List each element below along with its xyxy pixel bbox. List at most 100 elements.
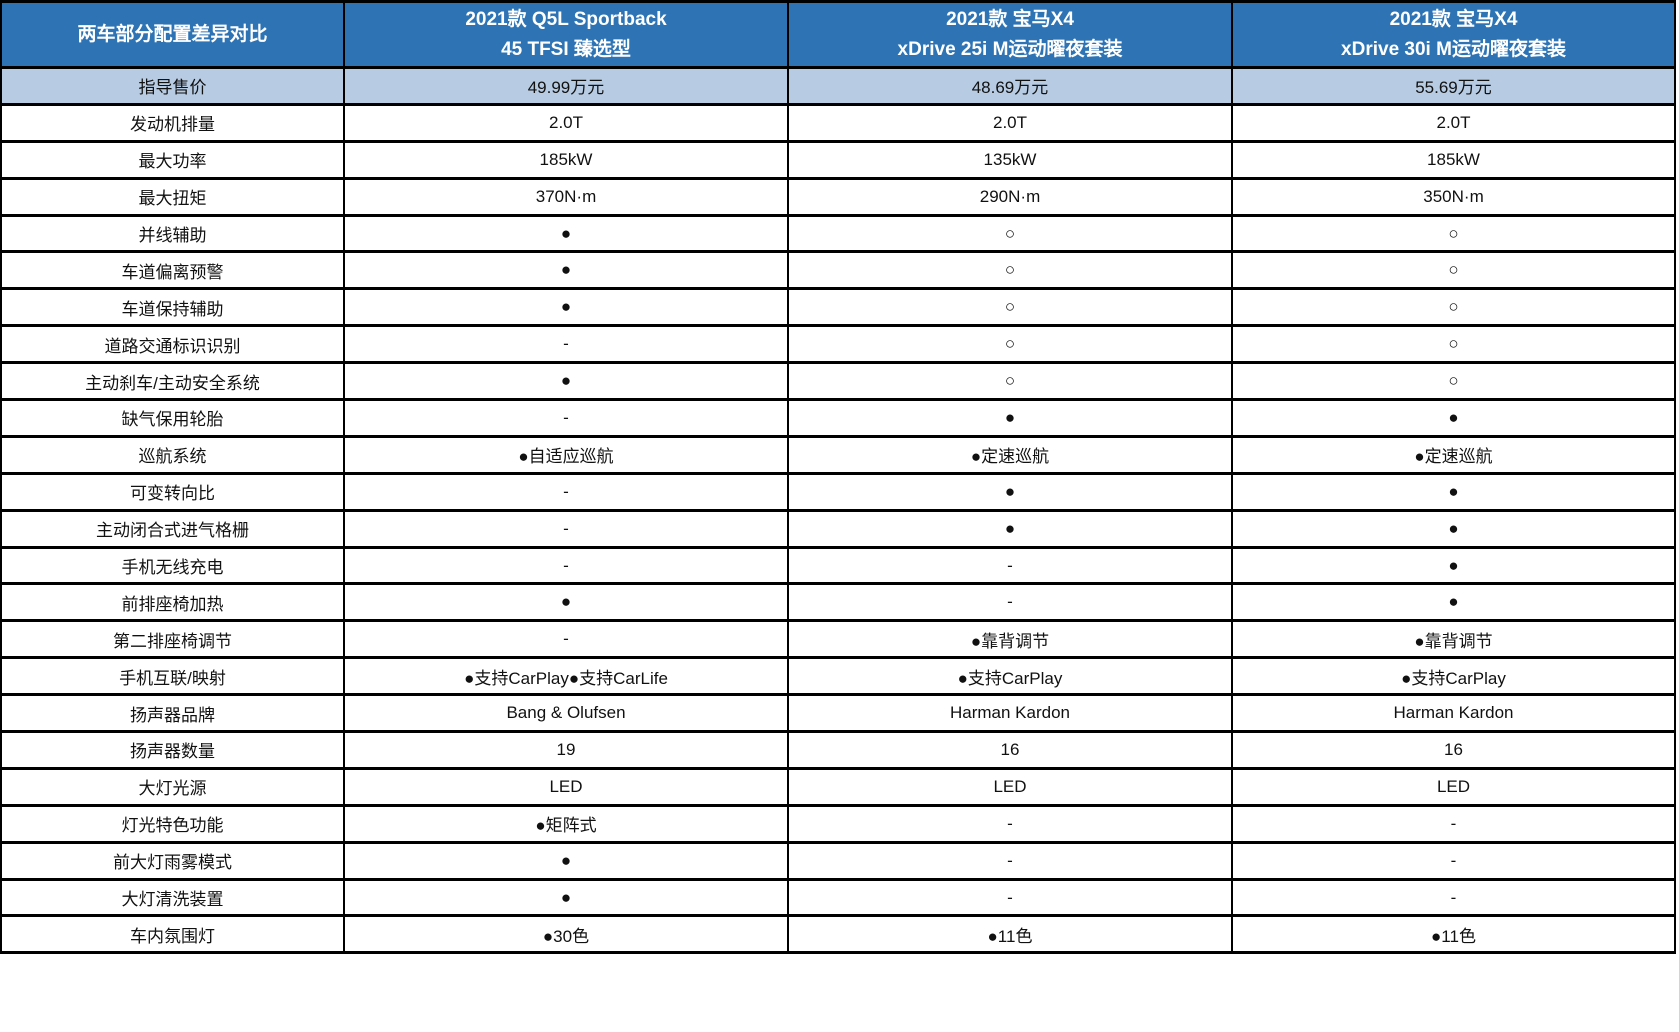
table-row: 手机无线充电 - - ● [0, 545, 1676, 586]
table-row: 大灯清洗装置 ● - - [0, 877, 1676, 918]
table-row: 巡航系统 ●自适应巡航 ●定速巡航 ●定速巡航 [0, 434, 1676, 475]
row-value: - [343, 398, 789, 438]
row-value: LED [343, 766, 789, 807]
row-value: 16 [1231, 730, 1676, 770]
row-value: LED [1231, 766, 1676, 807]
row-value: ●矩阵式 [343, 803, 789, 844]
row-label: 指导售价 [0, 66, 345, 106]
row-value: ● [1231, 508, 1676, 549]
row-value: ●30色 [343, 914, 789, 955]
row-value: 185kW [1231, 139, 1676, 180]
row-label: 最大扭矩 [0, 176, 345, 217]
row-value: ● [343, 361, 789, 402]
table-body: 指导售价 49.99万元 48.69万元 55.69万元 发动机排量 2.0T 2.0T 2.… [0, 66, 1676, 955]
car-trim-line2: xDrive 25i M运动曜夜套装 [897, 38, 1123, 60]
row-value: ○ [1231, 324, 1676, 365]
row-value: ● [1231, 582, 1676, 623]
row-label: 最大功率 [0, 139, 345, 180]
row-value: - [343, 471, 789, 512]
row-label: 扬声器品牌 [0, 693, 345, 734]
row-value: ○ [787, 324, 1233, 365]
row-label: 第二排座椅调节 [0, 619, 345, 660]
table-row: 大灯光源 LED LED LED [0, 766, 1676, 807]
row-value: LED [787, 766, 1233, 807]
table-row: 道路交通标识识别 - ○ ○ [0, 324, 1676, 365]
row-value: 370N·m [343, 176, 789, 217]
row-value: ●定速巡航 [1231, 434, 1676, 475]
row-value: - [787, 803, 1233, 844]
row-value: ○ [1231, 361, 1676, 402]
table-row: 最大扭矩 370N·m 290N·m 350N·m [0, 176, 1676, 217]
row-label: 手机无线充电 [0, 545, 345, 586]
car-trim-line2: 45 TFSI 臻选型 [501, 38, 631, 60]
row-label: 扬声器数量 [0, 730, 345, 770]
row-value: 185kW [343, 139, 789, 180]
row-label: 车道保持辅助 [0, 287, 345, 328]
row-value: ●支持CarPlay [787, 656, 1233, 697]
row-value: ○ [1231, 213, 1676, 254]
table-title: 两车部分配置差异对比 [77, 23, 268, 45]
table-row: 主动闭合式进气格栅 - ● ● [0, 508, 1676, 549]
row-value: ● [343, 250, 789, 291]
row-label: 道路交通标识识别 [0, 324, 345, 365]
row-value: 16 [787, 730, 1233, 770]
comparison-table: 两车部分配置差异对比 2021款 Q5L Sportback 45 TFSI 臻… [0, 0, 1676, 955]
row-value: - [343, 324, 789, 365]
row-label: 灯光特色功能 [0, 803, 345, 844]
table-row: 最大功率 185kW 135kW 185kW [0, 139, 1676, 180]
row-value: ●定速巡航 [787, 434, 1233, 475]
row-value: ●11色 [787, 914, 1233, 955]
row-value: ● [343, 213, 789, 254]
row-value: ○ [787, 287, 1233, 328]
row-label: 发动机排量 [0, 102, 345, 143]
row-label: 巡航系统 [0, 434, 345, 475]
table-row: 第二排座椅调节 - ●靠背调节 ●靠背调节 [0, 619, 1676, 660]
header-col-audi-q5l: 2021款 Q5L Sportback 45 TFSI 臻选型 [343, 0, 789, 69]
row-value: - [343, 545, 789, 586]
row-value: Harman Kardon [1231, 693, 1676, 734]
car-name-line1: 2021款 宝马X4 [1389, 9, 1518, 31]
row-label: 缺气保用轮胎 [0, 398, 345, 438]
row-value: - [1231, 840, 1676, 881]
table-row: 车内氛围灯 ●30色 ●11色 ●11色 [0, 914, 1676, 955]
row-value: ● [1231, 545, 1676, 586]
row-value: - [787, 582, 1233, 623]
row-label: 前大灯雨雾模式 [0, 840, 345, 881]
car-name-line1: 2021款 Q5L Sportback [465, 9, 667, 31]
header-col-bmw-x4-25i: 2021款 宝马X4 xDrive 25i M运动曜夜套装 [787, 0, 1233, 69]
row-value: ● [1231, 398, 1676, 438]
row-value: ● [343, 582, 789, 623]
table-row: 指导售价 49.99万元 48.69万元 55.69万元 [0, 66, 1676, 106]
car-trim-line2: xDrive 30i M运动曜夜套装 [1341, 38, 1566, 60]
row-label: 车内氛围灯 [0, 914, 345, 955]
table-row: 并线辅助 ● ○ ○ [0, 213, 1676, 254]
row-value: ● [343, 287, 789, 328]
table-row: 前大灯雨雾模式 ● - - [0, 840, 1676, 881]
row-label: 手机互联/映射 [0, 656, 345, 697]
row-value: Bang & Olufsen [343, 693, 789, 734]
table-row: 扬声器数量 19 16 16 [0, 730, 1676, 770]
row-value: ○ [1231, 287, 1676, 328]
table-row: 扬声器品牌 Bang & Olufsen Harman Kardon Harman K… [0, 693, 1676, 734]
row-value: - [787, 545, 1233, 586]
row-value: - [343, 508, 789, 549]
row-value: 290N·m [787, 176, 1233, 217]
row-value: ○ [787, 250, 1233, 291]
row-value: 350N·m [1231, 176, 1676, 217]
row-value: - [787, 840, 1233, 881]
table-row: 缺气保用轮胎 - ● ● [0, 398, 1676, 438]
row-value: - [1231, 877, 1676, 918]
row-value: ○ [1231, 250, 1676, 291]
row-value: ●自适应巡航 [343, 434, 789, 475]
row-label: 主动刹车/主动安全系统 [0, 361, 345, 402]
row-label: 主动闭合式进气格栅 [0, 508, 345, 549]
table-row: 可变转向比 - ● ● [0, 471, 1676, 512]
row-value: ●支持CarPlay [1231, 656, 1676, 697]
row-value: ● [343, 840, 789, 881]
row-value: ●11色 [1231, 914, 1676, 955]
row-value: 2.0T [787, 102, 1233, 143]
row-label: 车道偏离预警 [0, 250, 345, 291]
row-label: 前排座椅加热 [0, 582, 345, 623]
row-value: 55.69万元 [1231, 66, 1676, 106]
row-label: 并线辅助 [0, 213, 345, 254]
